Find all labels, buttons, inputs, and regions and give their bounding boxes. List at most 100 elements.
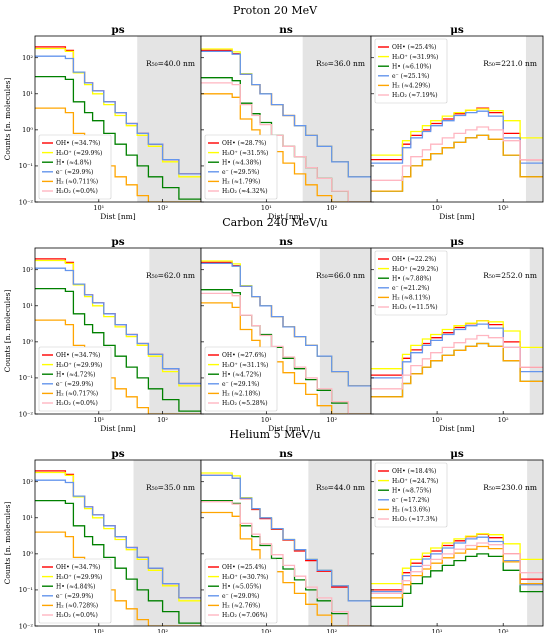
series-line-H2O2 — [201, 501, 371, 626]
legend-label-H2O2: H₂O₂ (≈17.3%) — [392, 516, 438, 523]
series-line-e — [35, 479, 201, 599]
r50-shade — [302, 36, 371, 202]
x-tick-label: 10² — [326, 416, 337, 424]
y-tick-label: 10¹ — [22, 514, 33, 522]
r50-label: R₅₀=230.0 nm — [483, 483, 537, 492]
col-title: ps — [111, 24, 124, 36]
legend-box — [374, 38, 448, 104]
r50-label: R₅₀=40.0 nm — [146, 59, 195, 68]
y-tick-label: 10⁰ — [22, 126, 33, 134]
legend-label-H2: H₂ (≈13.6%) — [392, 507, 430, 514]
series-line-e — [371, 110, 543, 164]
series-line-e — [201, 262, 371, 387]
legend: OH• (≈22.2%) H₃O⁺ (≈29.2%) H• (≈7.88%) e⁻ (… — [374, 250, 448, 316]
x-axis-label: Dist [nm] — [268, 424, 304, 433]
legend-label-H3O: H₃O⁺ (≈29.9%) — [56, 574, 102, 581]
legend-label-e: e⁻ (≈29.9%) — [56, 593, 93, 600]
legend: OH• (≈25.4%) H₃O⁺ (≈30.7%) H• (≈5.05%) e⁻ (… — [204, 558, 278, 624]
x-tick-label: 10¹ — [261, 628, 272, 633]
row-title: Proton 20 MeV — [233, 4, 318, 17]
x-tick-label: 10¹ — [93, 628, 104, 633]
x-tick-label: 10¹ — [93, 416, 104, 424]
col-title: ns — [279, 236, 293, 248]
legend-label-H: H• (≈4.8%) — [56, 159, 92, 166]
legend: OH• (≈18.4%) H₃O⁺ (≈24.7%) H• (≈8.75%) e⁻ (… — [374, 462, 448, 528]
x-tick-label: 10² — [498, 204, 509, 212]
col-title: μs — [450, 236, 464, 248]
legend-label-H: H• (≈8.75%) — [392, 487, 431, 494]
legend-label-e: e⁻ (≈29.9%) — [56, 169, 93, 176]
legend-label-e: e⁻ (≈29.1%) — [222, 381, 259, 388]
panel-2: μs 10¹ 10² Dist [nm] R₅₀=221.0 nm OH• (≈25.4%… — [370, 24, 544, 221]
legend-label-H2: H₂ (≈1.79%) — [222, 179, 260, 186]
r50-label: R₅₀=62.0 nm — [146, 271, 195, 280]
x-tick-label: 10² — [326, 628, 337, 633]
legend-label-H3O: H₃O⁺ (≈29.9%) — [56, 362, 102, 369]
legend-label-H2O2: H₂O₂ (≈7.19%) — [392, 92, 438, 99]
col-title: ns — [279, 24, 293, 36]
legend-label-H2: H₂ (≈8.11%) — [392, 295, 430, 302]
legend: OH• (≈28.7%) H₃O⁺ (≈31.5%) H• (≈4.38%) e⁻ (… — [204, 134, 278, 200]
legend-label-OH: OH• (≈18.4%) — [392, 468, 436, 475]
panel-frame — [370, 35, 544, 203]
legend-box — [374, 250, 448, 316]
x-tick-label: 10¹ — [261, 416, 272, 424]
panel-0: Proton 20 MeV ps 10¹ 10² Dist [nm] 10⁻² 10⁻¹ 10… — [3, 4, 318, 221]
legend-label-e: e⁻ (≈29.9%) — [56, 381, 93, 388]
x-tick-label: 10² — [157, 416, 168, 424]
y-tick-label: 10⁻¹ — [19, 586, 34, 594]
legend-label-H: H• (≈4.72%) — [222, 371, 261, 378]
legend-label-H: H• (≈6.10%) — [392, 63, 431, 70]
legend-label-H3O: H₃O⁺ (≈30.7%) — [222, 574, 268, 581]
y-tick-label: 10¹ — [22, 90, 33, 98]
col-title: μs — [450, 24, 464, 36]
series-line-H2O2 — [371, 126, 543, 181]
legend-label-H2: H₂ (≈2.76%) — [222, 603, 260, 610]
r50-shade — [529, 248, 543, 414]
legend-label-e: e⁻ (≈25.1%) — [392, 73, 429, 80]
y-tick-label: 10⁰ — [22, 338, 33, 346]
legend-label-e: e⁻ (≈29.5%) — [222, 169, 259, 176]
y-tick-label: 10² — [22, 54, 33, 62]
legend-label-H3O: H₃O⁺ (≈29.9%) — [56, 150, 102, 157]
row-title: Helium 5 MeV/u — [229, 428, 320, 441]
y-tick-label: 10² — [22, 478, 33, 486]
legend-label-H3O: H₃O⁺ (≈24.7%) — [392, 478, 438, 485]
legend-label-H: H• (≈5.05%) — [222, 583, 261, 590]
legend-box — [38, 134, 112, 200]
legend-box — [204, 134, 278, 200]
x-tick-label: 10² — [498, 628, 509, 633]
x-tick-label: 10¹ — [432, 628, 443, 633]
col-title: ps — [111, 448, 124, 460]
y-tick-label: 10⁻¹ — [19, 162, 34, 170]
x-axis-label: Dist [nm] — [268, 212, 304, 221]
series-line-e — [201, 50, 371, 178]
x-axis-label: Dist [nm] — [439, 424, 475, 433]
r50-shade — [525, 36, 543, 202]
series-group — [371, 107, 543, 192]
x-tick-label: 10² — [498, 416, 509, 424]
series-group — [371, 320, 543, 398]
legend-label-H3O: H₃O⁺ (≈29.2%) — [392, 266, 438, 273]
legend-box — [204, 558, 278, 624]
legend: OH• (≈25.4%) H₃O⁺ (≈31.9%) H• (≈6.10%) e⁻ (… — [374, 38, 448, 104]
series-group — [371, 533, 543, 608]
legend-label-H2O2: H₂O₂ (≈5.28%) — [222, 400, 268, 407]
x-axis-label: Dist [nm] — [439, 212, 475, 221]
legend-label-H2O2: H₂O₂ (≈7.06%) — [222, 612, 268, 619]
legend-label-H2O2: H₂O₂ (≈11.5%) — [392, 304, 438, 311]
series-line-e — [371, 323, 543, 379]
r50-label: R₅₀=66.0 nm — [316, 271, 365, 280]
x-tick-label: 10² — [157, 204, 168, 212]
y-tick-label: 10⁻² — [19, 410, 34, 418]
y-tick-label: 10⁰ — [22, 550, 33, 558]
legend-box — [38, 558, 112, 624]
series-line-H2O2 — [371, 334, 543, 390]
series-line-e — [35, 55, 201, 175]
col-title: ns — [279, 448, 293, 460]
legend: OH• (≈27.6%) H₃O⁺ (≈31.1%) H• (≈4.72%) e⁻ (… — [204, 346, 278, 412]
